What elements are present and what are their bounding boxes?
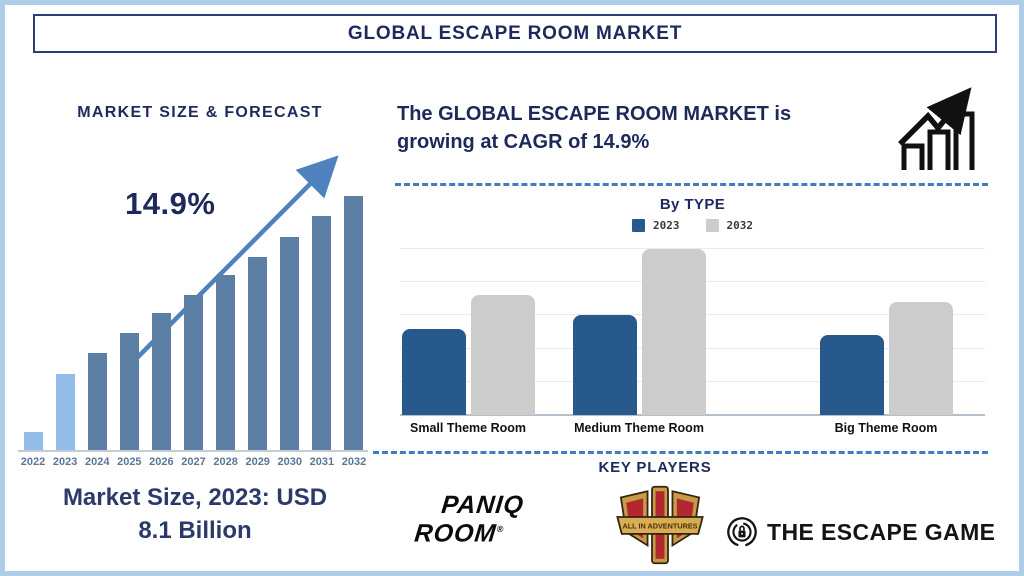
forecast-year-2023: 2023 [52, 456, 78, 468]
market-size-label: Market Size, 2023: USD 8.1 Billion [20, 481, 370, 547]
forecast-bar-2031 [312, 216, 331, 450]
bar-2023-big-theme-room [820, 335, 884, 415]
forecast-year-2026: 2026 [149, 456, 174, 468]
keyplayers-heading: KEY PLAYERS [598, 459, 712, 476]
forecast-year-2027: 2027 [181, 456, 206, 468]
cagr-label: 14.9% [125, 186, 216, 221]
forecast-bar-2032 [344, 196, 363, 450]
all-in-adventures-logo: ALL IN ADVENTURES [616, 485, 704, 565]
forecast-bar-2027 [184, 295, 203, 450]
paniq-logo-line2: ROOM® [413, 517, 536, 548]
forecast-year-labels: 2022 2023 2024 2025 2026 2027 2028 2029 2030 2031… [17, 456, 370, 468]
forecast-year-2030: 2030 [277, 456, 303, 468]
bar-group-medium-theme-room [573, 249, 706, 415]
forecast-bar-2024 [88, 353, 107, 450]
bar-group-big-theme-room [820, 302, 953, 415]
forecast-bar-2026 [152, 313, 171, 450]
bar-2032-big-theme-room [889, 302, 953, 415]
paniq-logo-line1: PANIQ [440, 491, 526, 519]
legend-swatch-2032 [705, 219, 719, 232]
gridline [400, 248, 985, 249]
forecast-bar-2023 [56, 374, 75, 450]
market-size-line2: 8.1 Billion [138, 517, 252, 544]
paniq-room-logo: PANIQ ROOM® [413, 491, 538, 548]
bar-2032-medium-theme-room [642, 249, 706, 415]
dashed-separator-top [395, 183, 988, 186]
bytype-chart: Small Theme Room Medium Theme Room Big The… [400, 248, 985, 435]
bytype-legend: 2023 2032 [400, 219, 985, 232]
growth-statement-line1: The GLOBAL ESCAPE ROOM MARKET is [397, 103, 792, 125]
market-size-line1: Market Size, 2023: USD [62, 484, 328, 511]
growth-statement: The GLOBAL ESCAPE ROOM MARKET is growing… [397, 100, 897, 156]
the-escape-game-logo: THE ESCAPE GAME [726, 516, 995, 548]
forecast-bar-2022 [24, 432, 43, 450]
growth-chart-icon [898, 87, 975, 170]
bar-group-small-theme-room [402, 295, 535, 415]
bar-2023-small-theme-room [402, 329, 466, 415]
title-box: GLOBAL ESCAPE ROOM MARKET [33, 14, 997, 53]
forecast-chart [24, 196, 363, 450]
dashed-separator-bottom [373, 451, 988, 454]
bar-2023-medium-theme-room [573, 315, 637, 415]
forecast-axis-line [18, 450, 368, 452]
bytype-heading: By TYPE [659, 196, 726, 213]
growth-statement-line2: growing at CAGR of 14.9% [397, 131, 650, 153]
legend-item-2032: 2032 [705, 219, 754, 232]
escape-game-wordmark: THE ESCAPE GAME [767, 518, 996, 545]
forecast-year-2029: 2029 [245, 456, 270, 468]
forecast-heading: MARKET SIZE & FORECAST [77, 104, 323, 121]
page-title: GLOBAL ESCAPE ROOM MARKET [347, 22, 683, 44]
forecast-year-2031: 2031 [309, 456, 335, 468]
bytype-axis-line [400, 414, 985, 416]
forecast-year-2028: 2028 [213, 456, 238, 468]
paniq-logo-word: ROOM [413, 519, 498, 548]
category-label-big-theme-room: Big Theme Room [834, 421, 938, 435]
bar-2032-small-theme-room [471, 295, 535, 415]
escape-game-lock-icon [727, 517, 757, 547]
forecast-bar-2030 [280, 237, 299, 450]
registered-mark-icon: ® [496, 524, 506, 534]
legend-label-2023: 2023 [653, 219, 680, 232]
forecast-year-2025: 2025 [117, 456, 142, 468]
forecast-bar-2029 [248, 257, 267, 450]
category-label-small-theme-room: Small Theme Room [410, 421, 526, 435]
forecast-year-2022: 2022 [20, 456, 46, 468]
forecast-bar-2028 [216, 275, 235, 450]
legend-label-2032: 2032 [726, 219, 754, 232]
all-in-adventures-banner-text: ALL IN ADVENTURES [622, 522, 697, 531]
legend-item-2023: 2023 [632, 219, 680, 232]
forecast-bar-2025 [120, 333, 139, 450]
legend-swatch-2023 [632, 219, 645, 232]
category-label-medium-theme-room: Medium Theme Room [574, 421, 704, 435]
forecast-year-2024: 2024 [84, 456, 110, 468]
forecast-year-2032: 2032 [341, 456, 367, 468]
